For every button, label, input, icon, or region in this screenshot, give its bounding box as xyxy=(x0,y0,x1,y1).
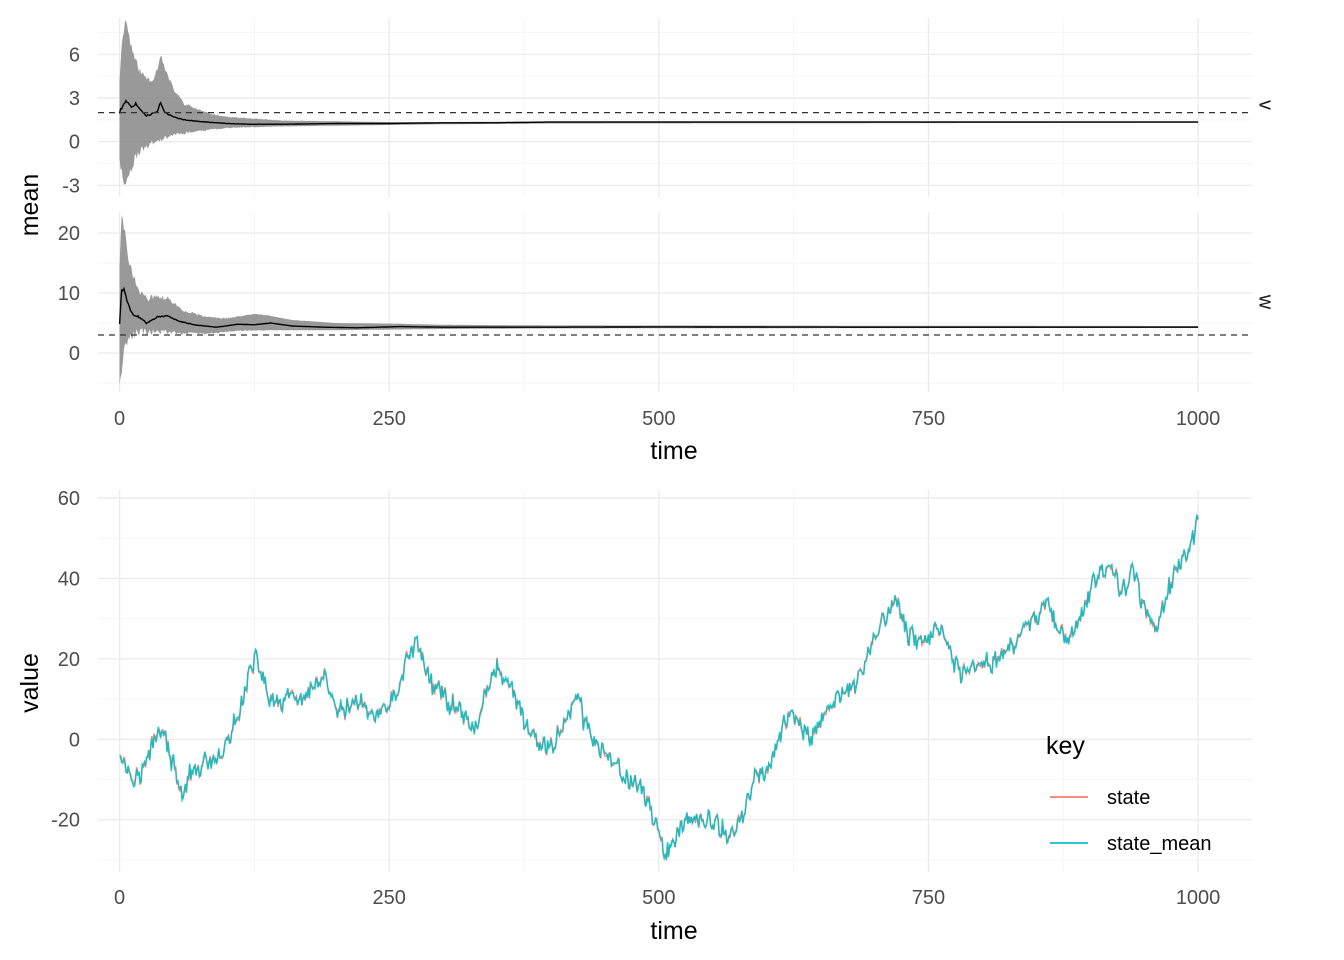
y-tick-label: -20 xyxy=(51,810,80,832)
x-tick-label: 250 xyxy=(373,887,406,909)
legend-title: key xyxy=(1046,732,1085,760)
value-y-axis-title: value xyxy=(16,653,44,713)
y-tick-label: 10 xyxy=(58,283,80,305)
y-tick-label: 0 xyxy=(69,729,80,751)
value-gridlines xyxy=(98,490,1252,872)
panel-w-gridlines xyxy=(98,212,1252,392)
y-tick-label: 20 xyxy=(58,649,80,671)
panel-w-series xyxy=(98,215,1252,385)
value-chart: -20 0 20 40 60 0 250 500 750 1000 time value key… xyxy=(16,488,1252,945)
legend-label-state: state xyxy=(1107,787,1150,809)
legend-label-state-mean: state_mean xyxy=(1107,833,1212,855)
strip-label-v: v xyxy=(1255,100,1277,110)
top-x-axis-title: time xyxy=(650,437,697,465)
facet-panel-v: -3 0 3 6 v xyxy=(62,18,1277,197)
value-y-tick-labels: -20 0 20 40 60 xyxy=(51,488,80,832)
panel-w-y-tick-labels: 0 10 20 xyxy=(58,223,80,365)
y-tick-label: 20 xyxy=(58,223,80,245)
state-mean-series-line xyxy=(119,514,1199,862)
x-tick-label: 1000 xyxy=(1176,408,1221,430)
value-series xyxy=(119,514,1199,862)
legend-item-state: state xyxy=(1050,787,1150,809)
posterior-mean-line xyxy=(118,99,1199,126)
panel-v-gridlines xyxy=(98,18,1252,197)
panel-v-series xyxy=(98,20,1252,185)
posterior-mean-line xyxy=(118,286,1199,329)
y-tick-label: 0 xyxy=(69,343,80,365)
x-tick-label: 250 xyxy=(373,408,406,430)
panel-v-y-tick-labels: -3 0 3 6 xyxy=(62,44,80,197)
x-tick-label: 0 xyxy=(114,887,125,909)
strip-label-w: w xyxy=(1255,294,1277,310)
x-tick-label: 0 xyxy=(114,408,125,430)
x-tick-label: 500 xyxy=(642,408,675,430)
x-tick-label: 750 xyxy=(912,887,945,909)
y-tick-label: 0 xyxy=(69,132,80,154)
y-tick-label: 3 xyxy=(69,88,80,110)
top-y-axis-title: mean xyxy=(16,174,44,237)
x-tick-label: 1000 xyxy=(1176,887,1221,909)
value-x-tick-labels: 0 250 500 750 1000 xyxy=(114,887,1220,909)
legend-item-state-mean: state_mean xyxy=(1050,833,1212,855)
facet-panel-w: 0 10 20 w xyxy=(58,212,1277,392)
y-tick-label: 60 xyxy=(58,488,80,510)
top-x-tick-labels: 0 250 500 750 1000 xyxy=(114,408,1220,430)
y-tick-label: 40 xyxy=(58,568,80,590)
x-tick-label: 750 xyxy=(912,408,945,430)
y-tick-label: 6 xyxy=(69,44,80,66)
x-tick-label: 500 xyxy=(642,887,675,909)
value-x-axis-title: time xyxy=(650,917,697,945)
mean-facet-chart: -3 0 3 6 v 0 10 20 w 0 250 500 750 1000 time mean xyxy=(16,18,1277,465)
y-tick-label: -3 xyxy=(62,175,80,197)
legend: key state state_mean xyxy=(1046,732,1212,855)
